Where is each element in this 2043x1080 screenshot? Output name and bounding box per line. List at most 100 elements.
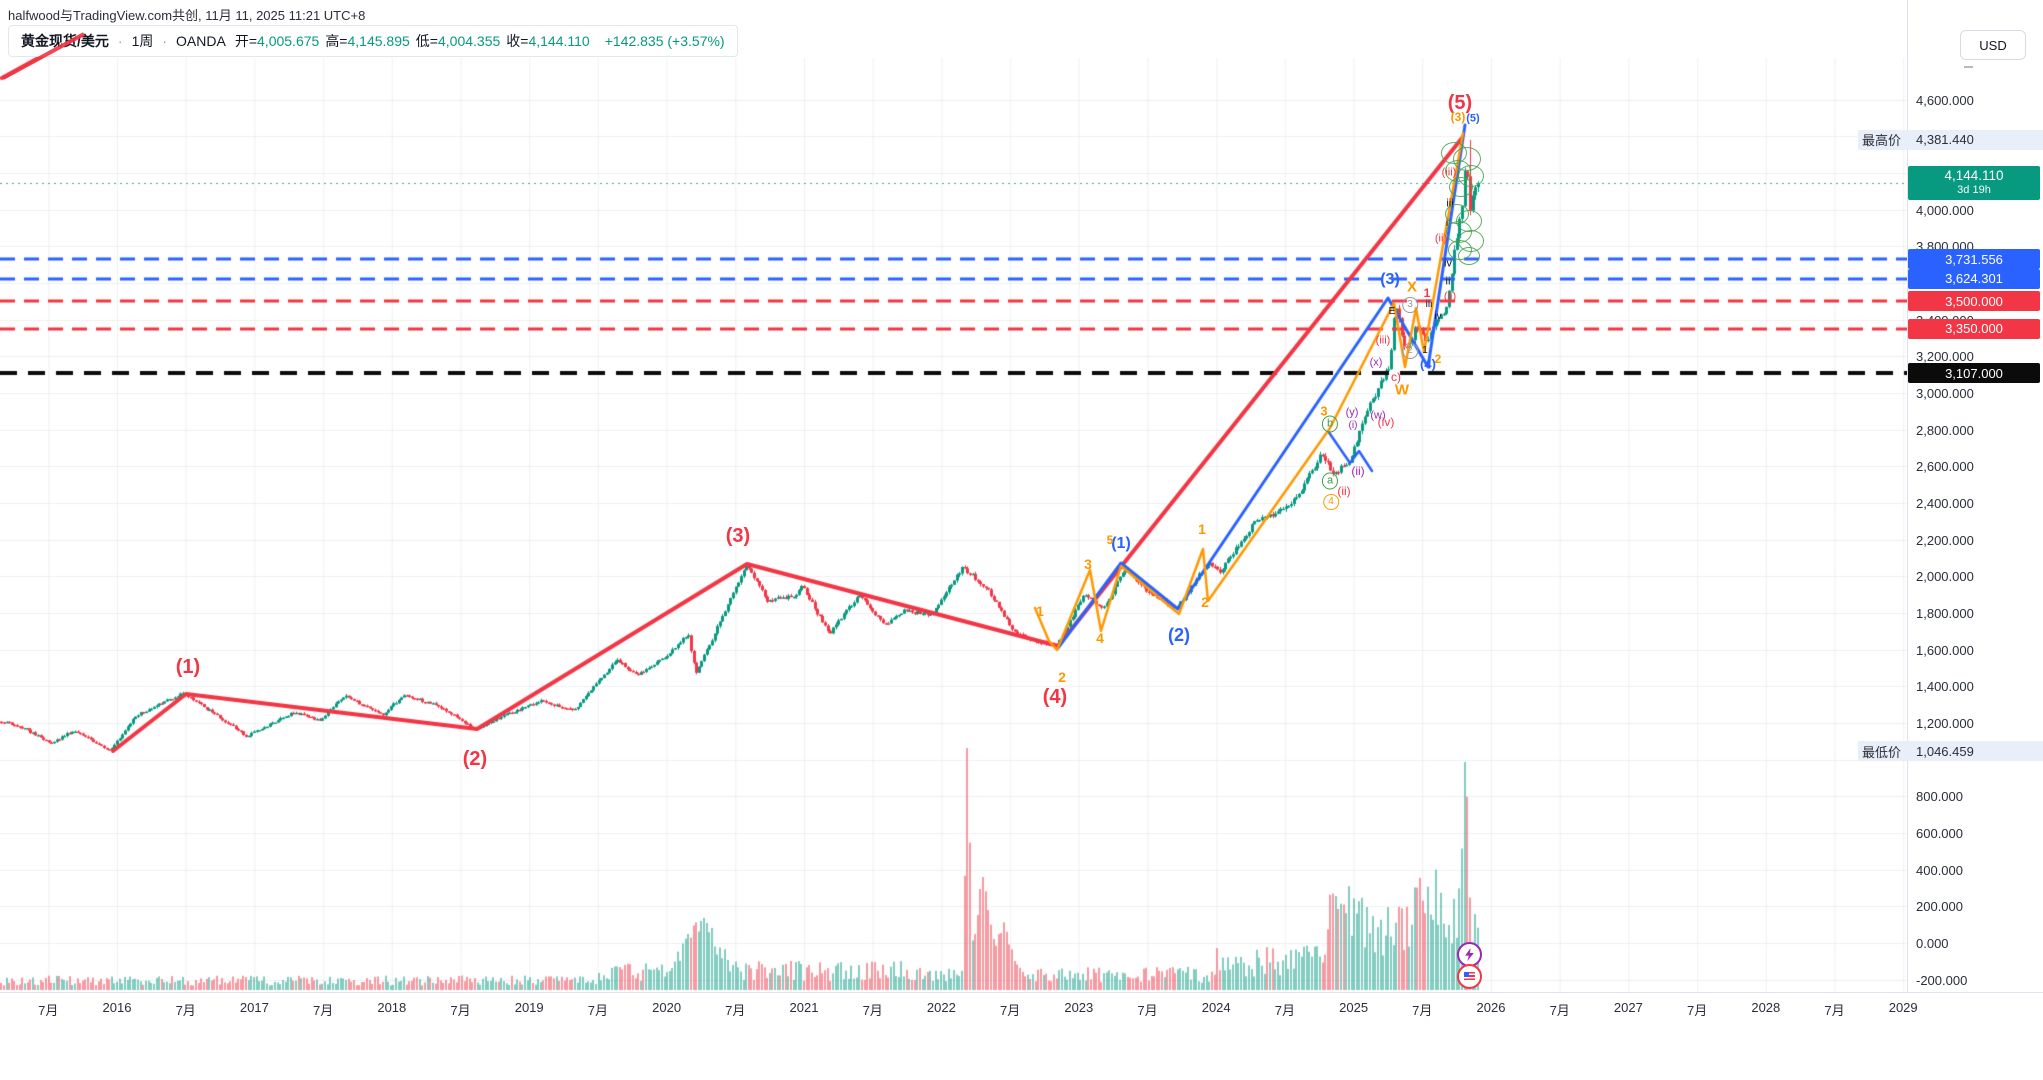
wave-label[interactable]: i [1445, 218, 1449, 229]
level-price-badge[interactable]: 3,731.556 [1908, 249, 2040, 269]
wave-label[interactable]: 4 [1096, 630, 1104, 646]
interval-label[interactable]: 1周 [131, 33, 154, 49]
time-axis-label: 7月 [175, 1003, 196, 1018]
time-axis-label: 7月 [1137, 1003, 1158, 1018]
wave-label[interactable]: 3 [1320, 403, 1328, 419]
time-axis-label: 2019 [514, 1000, 544, 1015]
separator-dot: · [162, 33, 168, 49]
price-axis-label: 400.000 [1916, 862, 1963, 878]
wave-label[interactable]: (5) [1466, 112, 1480, 125]
wave-label[interactable]: (ii) [1443, 290, 1457, 303]
exchange-label: OANDA [176, 33, 226, 49]
wave-label[interactable]: iii [1446, 197, 1454, 210]
wave-label[interactable]: (5) [1447, 92, 1473, 114]
wave-label[interactable]: 1 [1036, 603, 1044, 619]
ohlc-field: 高=4,145.895 [325, 33, 410, 49]
wave-label[interactable]: 4 [1323, 494, 1339, 510]
chart-canvas[interactable] [0, 0, 1907, 992]
wave-label[interactable]: W [1394, 381, 1410, 399]
separator-dot: · [117, 33, 123, 49]
flag-icon[interactable] [1457, 964, 1482, 989]
axis-collapse-icon[interactable] [1964, 66, 1973, 68]
wave-label[interactable]: (1) [1111, 535, 1131, 552]
time-axis-label: 2023 [1064, 1000, 1094, 1015]
wave-label[interactable]: (3) [1380, 271, 1400, 288]
level-price-badge[interactable]: 3,624.301 [1908, 268, 2040, 289]
wave-label[interactable]: 5 [1106, 533, 1114, 547]
ohlc-values: 开=4,005.675 高=4,145.895 低=4,004.355 收=4,144… [235, 31, 596, 51]
time-axis-label: 2028 [1751, 1000, 1781, 1015]
wave-label[interactable]: 2 [1402, 343, 1418, 359]
wave-label[interactable]: (ii) [1434, 232, 1448, 245]
level-price-badge[interactable]: 3,350.000 [1908, 318, 2040, 339]
wave-label[interactable]: (2) [1168, 625, 1190, 645]
wave-label[interactable]: c) [1391, 370, 1401, 384]
wave-label[interactable]: iv [1434, 311, 1442, 322]
time-axis-label: 7月 [38, 1003, 59, 1018]
time-axis-label: 7月 [725, 1003, 746, 1018]
wave-label[interactable]: (1) [175, 656, 201, 678]
wave-label[interactable]: (ii) [1337, 484, 1351, 498]
wave-label[interactable]: 2 [1058, 669, 1066, 685]
wave-label[interactable]: iii [1425, 299, 1433, 310]
price-axis-label: 1,800.000 [1916, 606, 1974, 622]
wave-label[interactable]: 1 [1422, 345, 1428, 356]
wave-label[interactable]: b [1321, 415, 1339, 433]
time-axis-label: 2029 [1888, 1000, 1918, 1015]
wave-label[interactable]: 1 [1423, 286, 1431, 300]
time-axis-label: 7月 [312, 1003, 334, 1018]
price-axis-label: 4,000.000 [1916, 202, 1974, 218]
price-axis-label: 800.000 [1916, 789, 1963, 805]
wave-label[interactable]: a [1321, 472, 1339, 490]
wave-circle-annotation[interactable] [1458, 247, 1480, 265]
wave-label[interactable]: (ii) [1351, 464, 1365, 478]
time-axis-label: 7月 [999, 1003, 1021, 1018]
wave-label[interactable]: 3 [1084, 556, 1092, 572]
footer: TradingView 半木夏 [0, 1022, 2043, 1080]
wave-label[interactable]: E [1388, 306, 1396, 317]
wave-label[interactable]: iv [1444, 257, 1452, 270]
time-axis-label: 7月 [862, 1003, 883, 1018]
time-axis[interactable]: 7月 2016 7月 2017 7月 2018 7月 2019 7月 2020 7月 2021 7月 20… [0, 992, 2043, 1023]
price-axis-label: 2,600.000 [1916, 459, 1974, 475]
price-axis-label: 3,200.000 [1916, 349, 1974, 365]
wave-label[interactable]: 1 [1198, 521, 1206, 537]
wave-label[interactable]: (3) [1450, 110, 1466, 124]
wave-label[interactable]: (w) [1370, 409, 1386, 422]
currency-chip[interactable]: USD [1960, 30, 2026, 60]
wave-label[interactable]: 2 [1201, 594, 1209, 610]
price-axis-label: 3,000.000 [1916, 386, 1974, 402]
wave-label[interactable]: (x) [1369, 356, 1383, 369]
wave-label[interactable]: (3) [725, 525, 751, 547]
change-value: +142.835 (+3.57%) [604, 33, 725, 49]
wave-label[interactable]: (y) [1345, 406, 1359, 419]
wave-label[interactable]: ii [1445, 275, 1451, 288]
wave-label[interactable]: 2 [1434, 352, 1442, 366]
time-axis-label: 2025 [1339, 1000, 1369, 1015]
time-axis-label: 2018 [377, 1000, 407, 1015]
time-axis-label: 7月 [1686, 1003, 1708, 1018]
wave-label[interactable]: (4) [1042, 686, 1068, 708]
current-price-badge: 4,144.110 3d 19h [1908, 166, 2040, 201]
time-axis-label: 2020 [652, 1000, 682, 1015]
price-axis-label: 2,800.000 [1916, 422, 1974, 438]
level-price-badge[interactable]: 3,500.000 [1908, 291, 2040, 312]
price-axis[interactable]: 4,600.0004,200.0004,000.0003,800.0003,40… [1907, 0, 2043, 1022]
wave-label[interactable]: (4) [1420, 356, 1436, 372]
wave-label[interactable]: (2) [462, 748, 488, 770]
symbol-title[interactable]: 黄金现货/美元 [21, 33, 109, 49]
price-axis-label: 2,200.000 [1916, 532, 1974, 548]
wave-circle-annotation[interactable] [1449, 177, 1473, 197]
wave-label[interactable]: X [1406, 278, 1418, 296]
wave-label[interactable]: (iii) [1375, 334, 1391, 347]
wave-label[interactable]: 3 [1402, 297, 1418, 313]
price-axis-label: 600.000 [1916, 826, 1963, 842]
price-axis-label: 4,600.000 [1916, 92, 1974, 108]
wave-label[interactable]: (i) [1348, 420, 1358, 431]
price-axis-label: 1,200.000 [1916, 716, 1974, 732]
wave-label[interactable]: (iv) [1377, 415, 1395, 429]
symbol-bar[interactable]: 黄金现货/美元 · 1周 · OANDA 开=4,005.675 高=4,145.… [8, 25, 738, 57]
level-price-badge[interactable]: 3,107.000 [1908, 363, 2040, 384]
lightning-icon[interactable] [1457, 942, 1482, 967]
